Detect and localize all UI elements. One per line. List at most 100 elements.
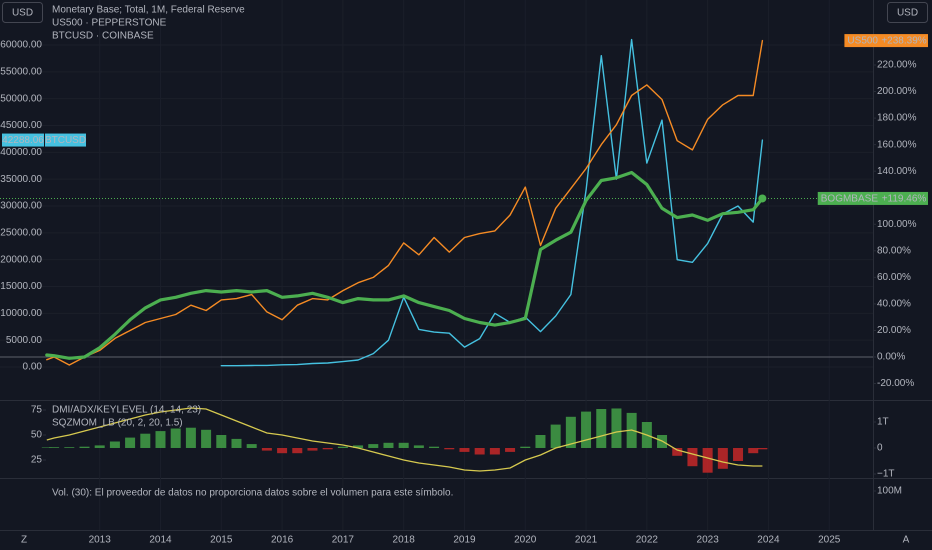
histogram-bar (231, 438, 242, 448)
end-marker (758, 194, 767, 203)
y-tick-label: 35000.00 (0, 174, 42, 185)
y-axis-currency[interactable]: USD (12, 8, 33, 19)
histogram-bar (444, 447, 455, 450)
histogram-bar (79, 446, 90, 448)
histogram-bar (429, 446, 440, 448)
series-label-box (844, 34, 880, 48)
histogram-bar (337, 446, 348, 448)
histogram-bar (550, 424, 561, 448)
price-label: +238.39% (881, 36, 926, 47)
legend-entry: US500 · PEPPERSTONE (52, 18, 167, 29)
price-label-box (2, 133, 44, 147)
histogram-bar (246, 444, 257, 448)
histogram-bar (565, 416, 576, 448)
histogram-bar (155, 431, 166, 448)
histogram-bar (672, 447, 683, 456)
y-tick-label: 50000.00 (0, 93, 42, 104)
histogram-bar (398, 442, 409, 448)
y-tick-label: 60.00% (877, 272, 911, 283)
y-tick-label: 40000.00 (0, 147, 42, 158)
y-tick-label: 100M (877, 486, 902, 497)
y-tick-label: 20000.00 (0, 254, 42, 265)
y-tick-label: 10000.00 (0, 308, 42, 319)
x-tick-label: 2024 (757, 535, 780, 546)
indicator-line (46, 407, 763, 472)
histogram-bar (368, 444, 379, 448)
histogram-bar (41, 447, 52, 448)
series-label: US500 (847, 36, 878, 47)
currency-button[interactable] (2, 2, 43, 23)
histogram-bar (520, 446, 531, 448)
price-label-box (880, 34, 928, 48)
histogram-bar (140, 433, 151, 448)
x-tick-label: 2021 (575, 535, 598, 546)
y-tick-label: 45000.00 (0, 120, 42, 131)
y-tick-label: 140.00% (877, 166, 917, 177)
y-tick-label: 60000.00 (0, 40, 42, 51)
legend-entry: BTCUSD · COINBASE (52, 31, 154, 42)
histogram-bar (748, 447, 759, 454)
y-tick-label: 50 (31, 430, 43, 441)
x-tick-label: 2025 (818, 535, 841, 546)
y-tick-label: −1T (877, 469, 895, 480)
histogram-bar (353, 445, 364, 448)
histogram-bar (717, 447, 728, 469)
currency-button[interactable] (887, 2, 928, 23)
x-tick-label: 2013 (89, 535, 112, 546)
histogram-bar (216, 434, 227, 448)
histogram-bar (292, 447, 303, 454)
histogram-bar (733, 447, 744, 461)
legend-entry: Monetary Base; Total, 1M, Federal Reserv… (52, 5, 245, 16)
x-tick-label: 2014 (149, 535, 172, 546)
y-tick-label: 75 (31, 405, 43, 416)
series-line (220, 38, 764, 367)
histogram-bar (489, 447, 500, 455)
y-tick-label: 5000.00 (6, 335, 43, 346)
histogram-bar (94, 445, 105, 448)
histogram-bar (322, 447, 333, 450)
series-label-box (45, 133, 86, 147)
histogram-bar (201, 429, 212, 448)
histogram-bar (687, 447, 698, 467)
y-tick-label: 0.00 (23, 362, 43, 373)
price-label: +119.46% (882, 194, 927, 205)
series-label-box (817, 191, 880, 205)
y-tick-label: 1T (877, 417, 889, 428)
y-tick-label: 200.00% (877, 86, 917, 97)
histogram-bar (170, 428, 181, 448)
series-line (46, 39, 764, 366)
histogram-bar (64, 447, 75, 448)
histogram-bar (261, 447, 272, 451)
histogram-bar (109, 441, 120, 448)
y-tick-label: 55000.00 (0, 66, 42, 77)
histogram-bar (596, 408, 607, 448)
series-line (45, 170, 764, 360)
histogram-bar (702, 447, 713, 473)
x-tick-label: 2022 (636, 535, 659, 546)
y-tick-label: 25 (31, 455, 43, 466)
toolbar-button[interactable]: A (903, 535, 910, 546)
toolbar-button[interactable]: Z (21, 535, 27, 546)
histogram-bar (277, 447, 288, 454)
x-tick-label: 2023 (697, 535, 720, 546)
price-label-box (880, 191, 928, 205)
x-tick-label: 2015 (210, 535, 233, 546)
volume-message: Vol. (30): El proveedor de datos no prop… (52, 488, 453, 499)
indicator-legend: SQZMOM_LB (20, 2, 20, 1.5) (52, 418, 183, 429)
y-tick-label: 180.00% (877, 113, 917, 124)
y-tick-label: -20.00% (877, 378, 914, 389)
histogram-bar (307, 447, 318, 451)
marks-layer (0, 38, 873, 473)
price-label: 42288.06 (2, 135, 44, 146)
y-tick-label: 160.00% (877, 139, 917, 150)
histogram-bar (474, 447, 485, 455)
y-tick-label: 40.00% (877, 299, 911, 310)
y2-axis-currency[interactable]: USD (897, 8, 918, 19)
histogram-bar (413, 445, 424, 448)
indicator-legend: DMI/ADX/KEYLEVEL (14, 14, 23) (52, 405, 201, 416)
histogram-bar (581, 411, 592, 448)
